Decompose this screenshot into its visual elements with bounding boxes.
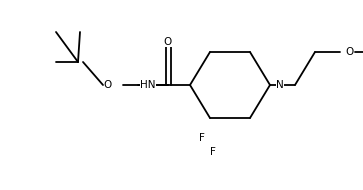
Text: O: O <box>104 80 112 90</box>
Text: HN: HN <box>140 80 156 90</box>
Text: N: N <box>276 80 284 90</box>
Text: O: O <box>164 37 172 47</box>
Text: F: F <box>210 147 216 157</box>
Text: F: F <box>199 133 205 143</box>
Text: O: O <box>346 47 354 57</box>
